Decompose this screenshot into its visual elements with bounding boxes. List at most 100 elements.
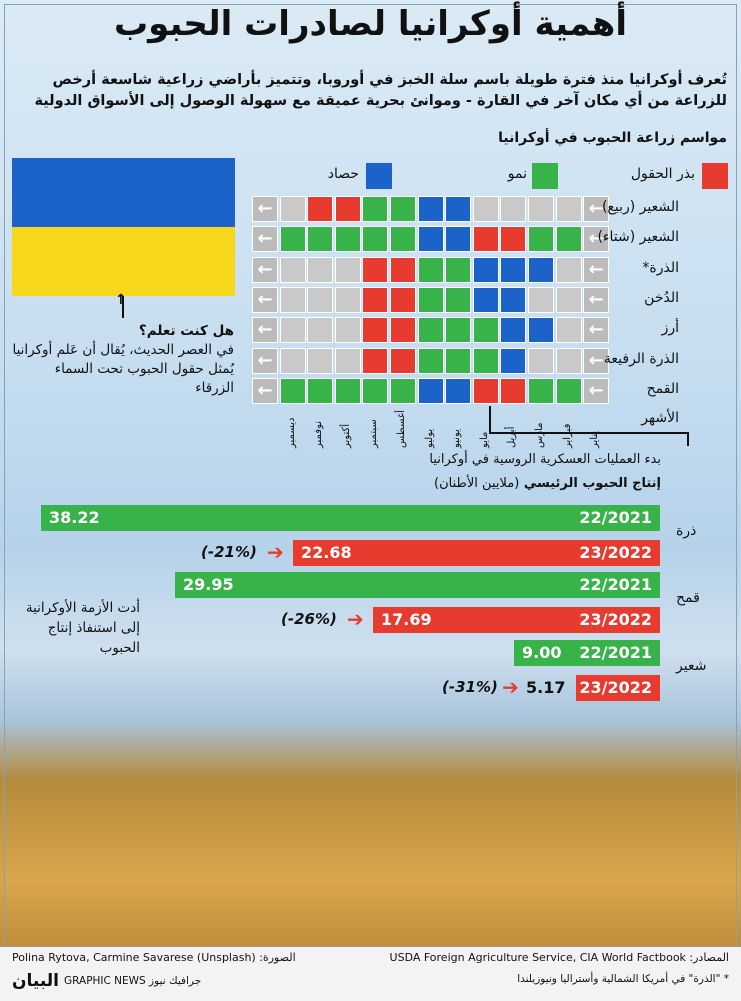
row-arrow-right-icon: ← [583, 377, 610, 404]
season-cell [472, 317, 499, 344]
season-cell [279, 226, 306, 253]
row-arrow-left-icon: ← [252, 196, 278, 222]
bar-year-label: 23/2022 [579, 610, 652, 629]
season-cell [555, 377, 582, 404]
season-cell [279, 196, 306, 222]
month-label: مارس [534, 422, 545, 448]
bar-value-label: 17.69 [381, 610, 432, 629]
legend-swatch-harvest [366, 163, 392, 189]
albayan-logo: البيان [12, 971, 59, 991]
change-arrow-icon: ➔ [267, 540, 284, 564]
season-cell [417, 226, 444, 253]
season-cell [472, 377, 499, 404]
calendar-row-label: الدُخن [644, 289, 679, 306]
month-label: ديسمبر [285, 417, 297, 448]
calendar-row-label: أرز [661, 320, 679, 337]
season-cell [500, 256, 527, 283]
season-cell [472, 286, 499, 313]
bar-value-label: 5.17 [526, 678, 566, 697]
season-cell [500, 377, 527, 404]
did-you-know-text: في العصر الحديث، يُقال أن عَلم أوكرانيا … [12, 342, 234, 396]
legend-label-harvest: حصاد [327, 166, 359, 182]
season-cell [307, 377, 334, 404]
production-bar: 23/2022 [373, 607, 660, 633]
calendar-row-label: الذرة* [642, 259, 679, 276]
legend-swatch-sowing [702, 163, 728, 189]
calendar-row-label: القمح [646, 380, 679, 397]
change-arrow-icon: ➔ [502, 675, 519, 699]
season-cell [279, 377, 306, 404]
season-cell [390, 286, 416, 313]
crop-label: ذرة [676, 523, 697, 539]
season-cell [528, 256, 554, 283]
production-bar: 22/2021 [514, 640, 660, 666]
season-cell [500, 226, 527, 253]
month-label: فبراير [561, 423, 573, 448]
bar-year-label: 23/2022 [579, 543, 652, 562]
production-bar: 22/2021 [175, 572, 660, 598]
crop-label: قمح [676, 590, 700, 606]
change-percent: (-31%) [442, 678, 498, 696]
crisis-note: أدت الأزمة الأوكرانية إلى استنفاذ إنتاج … [25, 600, 140, 656]
season-cell [555, 317, 582, 344]
graphic-news-credit: جرافيك نيوز GRAPHIC NEWS [64, 975, 202, 987]
season-cell [445, 317, 472, 344]
season-cell [390, 226, 416, 253]
season-cell [279, 256, 306, 283]
season-cell [390, 347, 416, 374]
season-cell [528, 226, 554, 253]
ukraine-flag [12, 158, 235, 296]
bar-year-label: 22/2021 [579, 508, 652, 527]
season-cell [472, 347, 499, 374]
footer: المصادر: USDA Foreign Agriculture Servic… [0, 946, 741, 1001]
row-arrow-right-icon: ← [583, 256, 610, 283]
month-label: أبريل [506, 426, 518, 448]
month-label: يوليو [423, 428, 435, 448]
photo-credit: الصورة: Polina Rytova, Carmine Savarese … [12, 951, 296, 964]
season-cell [334, 196, 361, 222]
season-cell [555, 286, 582, 313]
season-cell [307, 226, 334, 253]
production-unit: (ملايين الأطنان) [434, 476, 520, 491]
season-cell [528, 377, 554, 404]
season-cell [390, 256, 416, 283]
season-cell [362, 347, 389, 374]
season-cell [362, 256, 389, 283]
season-cell [500, 317, 527, 344]
season-cell [445, 286, 472, 313]
did-you-know: هل كنت تعلم؟ في العصر الحديث، يُقال أن ع… [12, 322, 234, 398]
season-cell [334, 286, 361, 313]
season-cell [417, 196, 444, 222]
season-cell [362, 317, 389, 344]
production-title: إنتاج الحبوب الرئيسي (ملايين الأطنان) [434, 476, 661, 491]
season-cell [528, 347, 554, 374]
season-cell [555, 256, 582, 283]
months-header: الأشهر [641, 410, 679, 426]
bar-value-label: 29.95 [183, 575, 234, 594]
season-cell [334, 317, 361, 344]
season-cell [445, 377, 472, 404]
season-cell [417, 317, 444, 344]
row-arrow-right-icon: ← [583, 347, 610, 374]
season-cell [528, 317, 554, 344]
flag-connector [122, 296, 124, 318]
season-cell [500, 286, 527, 313]
row-arrow-left-icon: ← [252, 317, 278, 344]
season-cell [362, 226, 389, 253]
crop-label: شعير [676, 658, 707, 674]
season-cell [390, 377, 416, 404]
production-bar: 22/2021 [41, 505, 660, 531]
season-cell [417, 377, 444, 404]
row-arrow-left-icon: ← [252, 377, 278, 404]
bar-year-label: 23/2022 [579, 678, 652, 697]
bar-year-label: 22/2021 [579, 575, 652, 594]
season-cell [555, 226, 582, 253]
season-cell [472, 226, 499, 253]
row-arrow-left-icon: ← [252, 347, 278, 374]
production-title-text: إنتاج الحبوب الرئيسي [523, 476, 661, 491]
season-cell [528, 286, 554, 313]
intro-text: تُعرف أوكرانيا منذ فترة طويلة باسم سلة ا… [34, 72, 727, 109]
season-cell [500, 196, 527, 222]
season-cell [390, 196, 416, 222]
war-marker-line-v [687, 432, 689, 446]
